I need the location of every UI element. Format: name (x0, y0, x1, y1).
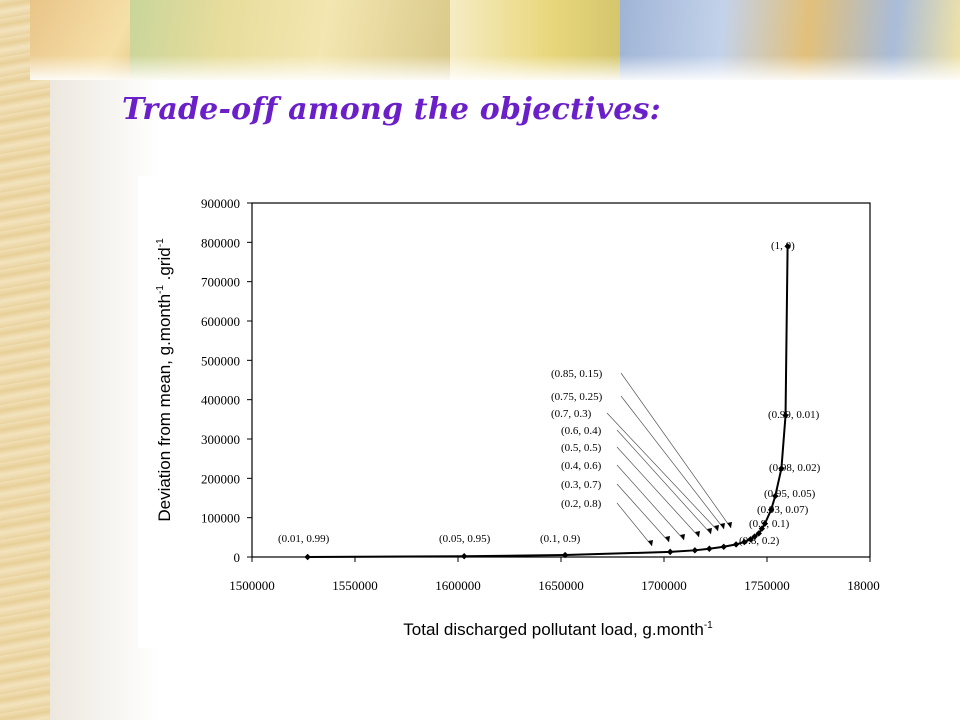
x-tick-label: 1550000 (332, 578, 378, 593)
data-point (720, 543, 727, 550)
point-label: (0.99, 0.01) (768, 409, 820, 421)
x-tick-label: 1600000 (435, 578, 481, 593)
connector-arrowhead (695, 531, 700, 537)
point-label: (0.05, 0.95) (439, 533, 491, 545)
y-tick-label: 800000 (201, 235, 240, 250)
y-tick-label: 900000 (201, 196, 240, 211)
x-tick-label: 1800000 (847, 578, 880, 593)
point-label: (0.75, 0.25) (551, 391, 603, 403)
data-point (666, 548, 674, 556)
data-point (732, 541, 740, 548)
label-connector (620, 395, 725, 530)
axis-titles: Total discharged pollutant load, g.month… (155, 238, 713, 639)
data-point (767, 506, 775, 513)
point-label: (0.85, 0.15) (551, 368, 603, 380)
y-tick-label: 0 (234, 550, 241, 565)
point-label: (0.98, 0.02) (769, 462, 821, 474)
point-label: (0.6, 0.4) (561, 425, 602, 437)
decorative-banner (30, 0, 960, 80)
label-connector (616, 502, 653, 547)
y-tick-label: 700000 (201, 275, 240, 290)
chart-background (138, 176, 880, 648)
data-point (706, 545, 713, 552)
point-label: (0.95, 0.05) (764, 488, 816, 500)
label-connector (616, 464, 685, 541)
data-markers (304, 243, 791, 561)
label-connector (620, 372, 732, 529)
point-label: (0.5, 0.5) (561, 442, 602, 454)
connector-arrowhead (665, 536, 670, 542)
y-tick-label: 200000 (201, 471, 240, 486)
point-label: (0.8, 0.2) (739, 535, 780, 547)
slide-title: Trade-off among the objectives: (122, 92, 661, 127)
point-label: (0.9, 0.1) (749, 518, 790, 530)
x-axis-label: Total discharged pollutant load, g.month… (403, 620, 713, 639)
data-point (778, 465, 785, 472)
y-tick-label: 300000 (201, 432, 240, 447)
y-tick-label: 500000 (201, 353, 240, 368)
label-connector (616, 429, 712, 535)
chart-container: 1500000 1550000 1600000 1650000 1700000 17500… (138, 176, 880, 648)
point-labels: (0.01, 0.99) (0.05, 0.95) (0.1, 0.9) (0.2, … (278, 240, 821, 547)
y-axis-label: Deviation from mean, g.month-1 .grid-1 (155, 238, 174, 522)
connector-arrowhead (720, 523, 725, 529)
connector-arrowhead (707, 528, 712, 534)
connector-arrowhead (714, 525, 719, 531)
axes: 1500000 1550000 1600000 1650000 1700000 17500… (201, 196, 880, 593)
tradeoff-chart: 1500000 1550000 1600000 1650000 1700000 17500… (138, 176, 880, 648)
label-connector (606, 412, 719, 532)
data-point (755, 530, 762, 537)
connector-arrowhead (727, 522, 732, 528)
x-tick-label: 1500000 (229, 578, 275, 593)
y-tick-label: 600000 (201, 314, 240, 329)
y-tick-label: 100000 (201, 511, 240, 526)
x-tick-label: 1700000 (641, 578, 687, 593)
connector-arrowhead (680, 534, 685, 540)
point-label: (0.2, 0.8) (561, 498, 602, 510)
point-label: (0.4, 0.6) (561, 460, 602, 472)
data-point (304, 553, 311, 561)
data-point (691, 547, 699, 554)
label-connector (616, 446, 700, 538)
point-label: (0.3, 0.7) (561, 479, 602, 491)
point-label: (0.93, 0.07) (757, 504, 809, 516)
x-tick-label: 1750000 (744, 578, 790, 593)
point-label: (0.7, 0.3) (551, 408, 592, 420)
annotation-connectors (606, 372, 732, 547)
point-label: (1, 0) (771, 240, 795, 252)
parchment-border (0, 0, 50, 720)
data-point (782, 412, 789, 419)
data-point (741, 538, 748, 546)
data-point (784, 243, 791, 250)
label-connector (616, 483, 670, 543)
y-tick-label: 400000 (201, 393, 240, 408)
point-label: (0.1, 0.9) (540, 533, 581, 545)
data-point (561, 551, 569, 559)
point-label: (0.01, 0.99) (278, 533, 330, 545)
data-point (772, 492, 779, 500)
connector-arrowhead (648, 540, 653, 546)
data-point (761, 520, 769, 527)
x-tick-label: 1650000 (538, 578, 584, 593)
